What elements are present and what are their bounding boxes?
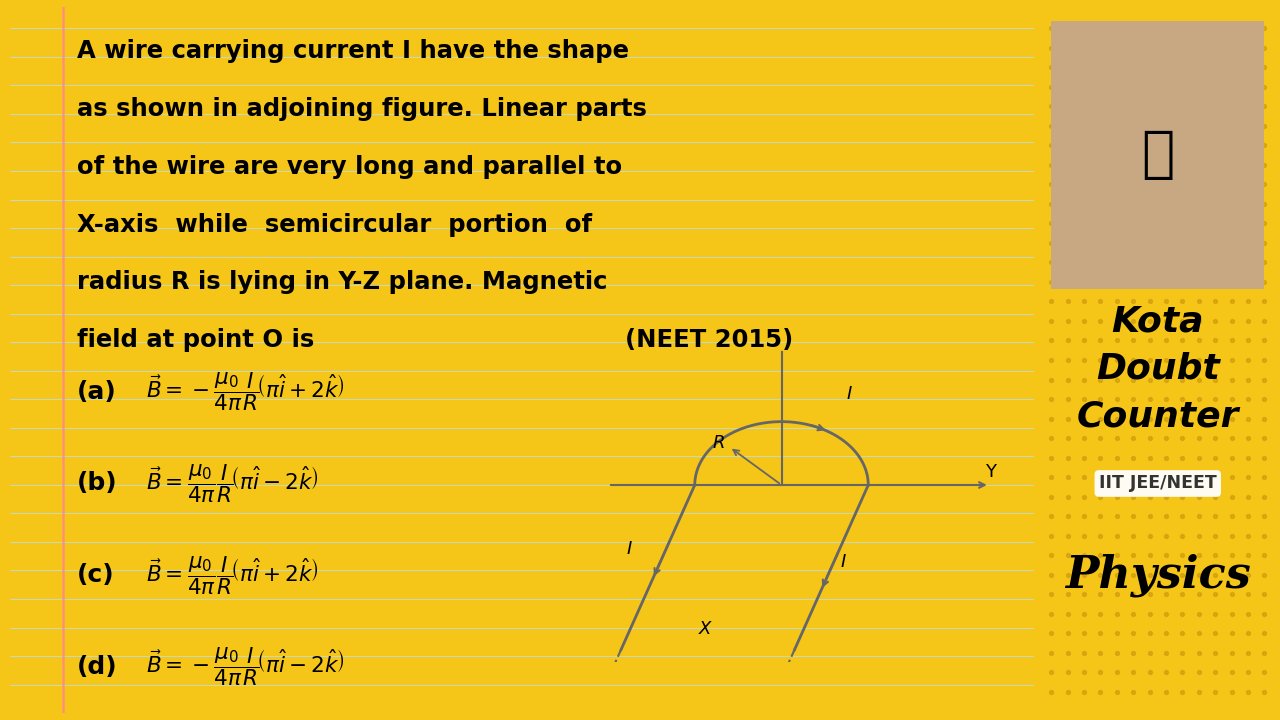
- Text: (b): (b): [77, 472, 118, 495]
- Text: IIT JEE/NEET: IIT JEE/NEET: [1100, 474, 1216, 492]
- Text: Counter: Counter: [1076, 400, 1239, 433]
- Text: I: I: [841, 554, 846, 572]
- Text: I: I: [627, 540, 632, 558]
- Text: R: R: [712, 434, 724, 452]
- Text: Physics: Physics: [1065, 554, 1251, 597]
- Text: field at point O is: field at point O is: [77, 328, 314, 352]
- Text: (c): (c): [77, 563, 114, 588]
- FancyBboxPatch shape: [1051, 22, 1265, 289]
- Text: (d): (d): [77, 655, 118, 679]
- Text: $\vec{B} = \dfrac{\mu_0}{4\pi}\dfrac{I}{R}\!\left(\pi\hat{i} - 2\hat{k}\right)$: $\vec{B} = \dfrac{\mu_0}{4\pi}\dfrac{I}{…: [146, 462, 319, 505]
- Text: Y: Y: [986, 463, 996, 481]
- Text: 📷: 📷: [1142, 128, 1174, 182]
- Text: radius R is lying in Y-Z plane. Magnetic: radius R is lying in Y-Z plane. Magnetic: [77, 271, 607, 294]
- Text: of the wire are very long and parallel to: of the wire are very long and parallel t…: [77, 155, 622, 179]
- Text: $\vec{B} = -\dfrac{\mu_0}{4\pi}\dfrac{I}{R}\!\left(\pi\hat{i} - 2\hat{k}\right)$: $\vec{B} = -\dfrac{\mu_0}{4\pi}\dfrac{I}…: [146, 646, 346, 688]
- Text: (a): (a): [77, 379, 116, 404]
- Text: X: X: [699, 620, 712, 638]
- Text: I: I: [846, 385, 851, 403]
- Text: $\vec{B} = \dfrac{\mu_0}{4\pi}\dfrac{I}{R}\!\left(\pi\hat{i} + 2\hat{k}\right)$: $\vec{B} = \dfrac{\mu_0}{4\pi}\dfrac{I}{…: [146, 554, 319, 597]
- Text: $\vec{B} = -\dfrac{\mu_0}{4\pi}\dfrac{I}{R}\!\left(\pi\hat{i} + 2\hat{k}\right)$: $\vec{B} = -\dfrac{\mu_0}{4\pi}\dfrac{I}…: [146, 370, 346, 413]
- Text: Kota: Kota: [1111, 304, 1204, 338]
- Text: X-axis  while  semicircular  portion  of: X-axis while semicircular portion of: [77, 212, 591, 237]
- Text: as shown in adjoining figure. Linear parts: as shown in adjoining figure. Linear par…: [77, 96, 646, 121]
- Text: Doubt: Doubt: [1096, 351, 1220, 385]
- Text: (NEET 2015): (NEET 2015): [625, 328, 792, 352]
- Text: A wire carrying current I have the shape: A wire carrying current I have the shape: [77, 39, 628, 63]
